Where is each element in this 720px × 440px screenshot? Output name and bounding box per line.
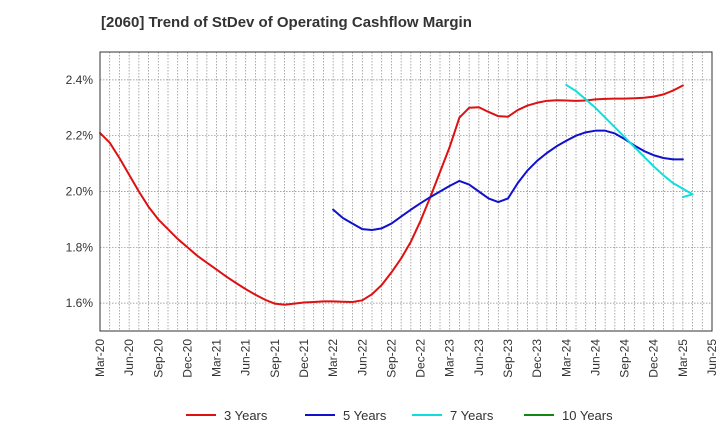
axis-labels: 1.6% 1.8% 2.0% 2.2% 2.4% Mar-20 Jun-20 Sep-20 De… [66,73,719,378]
x-tick-label: Sep-23 [501,339,515,378]
x-tick-label: Dec-20 [180,339,194,378]
y-tick-label: 2.4% [66,73,94,87]
legend-item-3-years: 3 Years [186,408,268,423]
grid-layer [100,52,712,331]
x-tick-label: Dec-24 [647,339,661,378]
x-tick-label: Mar-24 [559,339,573,377]
x-tick-label: Jun-22 [355,339,369,376]
x-tick-label: Jun-20 [122,339,136,376]
x-tick-label: Mar-21 [210,339,224,377]
x-tick-label: Sep-22 [384,339,398,378]
y-tick-label: 1.8% [66,240,94,254]
x-tick-label: Dec-22 [414,339,428,378]
legend: 3 Years 5 Years 7 Years 10 Years [186,408,613,423]
plot-frame [99,51,713,332]
x-tick-label: Dec-21 [297,339,311,378]
x-tick-label: Sep-20 [151,339,165,378]
series-line-7-years [565,83,694,199]
chart-title: [2060] Trend of StDev of Operating Cashf… [101,14,472,31]
series-lines [99,83,694,306]
x-tick-label: Mar-20 [93,339,107,377]
x-tick-label: Jun-23 [472,339,486,376]
legend-item-10-years: 10 Years [524,408,613,423]
x-tick-label: Sep-24 [618,339,632,378]
x-tick-label: Mar-23 [443,339,457,377]
legend-item-5-years: 5 Years [305,408,387,423]
y-tick-label: 1.6% [66,296,94,310]
x-tick-label: Jun-24 [588,339,602,376]
x-tick-label: Jun-21 [239,339,253,376]
x-tick-label: Jun-25 [705,339,719,376]
legend-label: 3 Years [224,408,268,423]
x-tick-label: Sep-21 [268,339,282,378]
legend-label: 7 Years [450,408,494,423]
legend-label: 10 Years [562,408,613,423]
legend-label: 5 Years [343,408,387,423]
x-tick-label: Mar-22 [326,339,340,377]
series-line-5-years [332,129,684,231]
y-tick-label: 2.0% [66,185,94,199]
y-tick-label: 2.2% [66,129,94,143]
legend-item-7-years: 7 Years [412,408,494,423]
x-tick-label: Dec-23 [530,339,544,378]
x-tick-label: Mar-25 [676,339,690,377]
